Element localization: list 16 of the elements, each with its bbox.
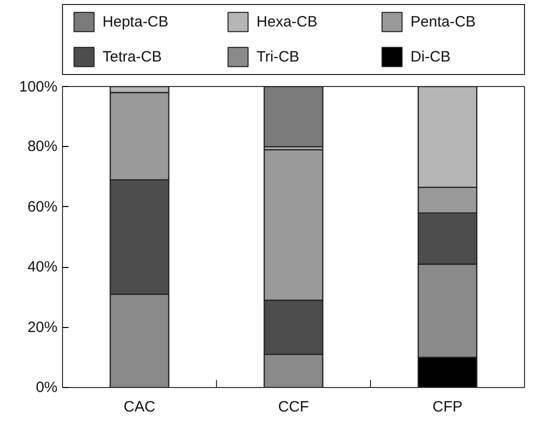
legend-label: Hexa-CB — [256, 14, 318, 30]
legend-label: Di-CB — [410, 48, 451, 66]
legend-label: Tetra-CB — [102, 48, 162, 66]
x-tick-label: CFP — [432, 398, 462, 416]
x-tick-label: CCF — [278, 398, 309, 416]
bar — [264, 86, 324, 148]
legend-label: Tri-CB — [256, 48, 300, 66]
legend-label: Penta-CB — [410, 14, 476, 30]
y-tick-label: 60% — [27, 198, 58, 216]
y-tick-label: 40% — [27, 258, 58, 276]
y-tick-label: 20% — [27, 318, 58, 336]
y-tick-label: 0% — [36, 379, 58, 396]
x-tick-label: CAC — [124, 398, 156, 416]
legend-label: Hepta-CB — [102, 14, 168, 30]
y-tick-label: 100% — [19, 78, 58, 96]
y-tick-label: 80% — [27, 138, 58, 156]
